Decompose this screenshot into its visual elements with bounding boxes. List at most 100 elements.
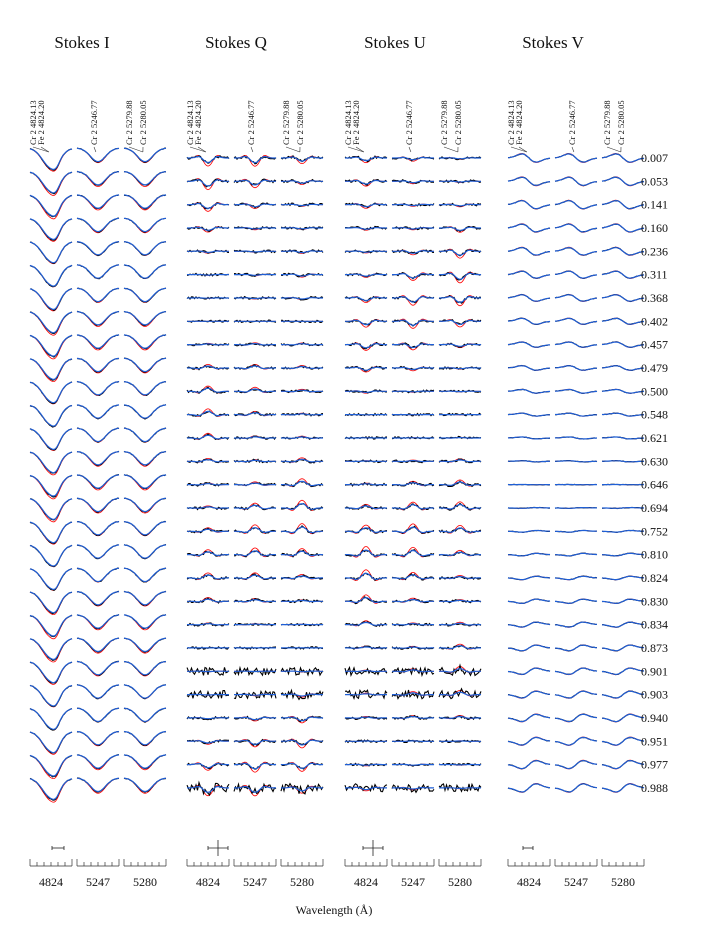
profile-model-2 <box>29 218 73 241</box>
profile-model-2 <box>554 713 598 723</box>
profile-model-2 <box>123 381 167 396</box>
phase-label: 0.053 <box>641 174 668 188</box>
line-label-leader <box>32 146 49 153</box>
profile-model-2 <box>281 156 323 162</box>
profile-model-2 <box>234 273 276 276</box>
profile-model-2 <box>123 194 167 209</box>
profile-model-2 <box>507 667 551 676</box>
profile-model-2 <box>234 436 276 439</box>
profile-model-2 <box>29 241 73 264</box>
profile-model-2 <box>392 296 434 303</box>
profile-model-2 <box>281 458 323 463</box>
profile-model-2 <box>507 341 551 348</box>
profile-model-2 <box>281 526 323 534</box>
profile-model-2 <box>76 544 120 559</box>
profile-observed <box>439 225 482 232</box>
line-label: Cr 2 5279.88 <box>439 100 449 145</box>
profile-model-2 <box>187 179 229 187</box>
profile-model-2 <box>123 287 167 303</box>
profile-model-2 <box>187 410 229 417</box>
profile-model-2 <box>392 526 434 534</box>
profile-model-2 <box>345 786 387 791</box>
profile-model-2 <box>439 599 481 603</box>
profile-model-2 <box>345 250 387 253</box>
panel-title-3: Stokes V <box>522 33 584 52</box>
profile-model-2 <box>507 317 551 325</box>
line-label-leader <box>347 146 364 153</box>
profile-model-2 <box>187 434 229 440</box>
profile-model-2 <box>123 311 167 326</box>
line-label: Cr 2 5280.05 <box>453 100 463 145</box>
profile-model-2 <box>123 474 167 489</box>
profile-model-2 <box>187 365 229 370</box>
profile-model-2 <box>234 342 276 346</box>
profile-model-2 <box>392 598 434 603</box>
profile-observed <box>280 688 324 701</box>
profile-model-2 <box>508 436 551 440</box>
profile-model-2 <box>392 156 434 161</box>
line-label: Cr 2 5280.05 <box>138 100 148 145</box>
profile-model-2 <box>29 778 73 800</box>
line-label-leader <box>250 146 254 153</box>
line-label: Cr 2 5279.88 <box>602 100 612 145</box>
profile-model-2 <box>507 690 551 699</box>
profile-model-2 <box>439 343 481 348</box>
profile-model-2 <box>439 319 481 326</box>
profile-model-2 <box>281 762 323 770</box>
profile-model-2 <box>29 404 73 427</box>
phase-labels: 0.007 0.053 0.141 0.160 0.236 0.311 0.368 0.402… <box>641 151 668 795</box>
profile-model-2 <box>554 690 598 699</box>
profile-model-2 <box>234 693 276 696</box>
profile-model-2 <box>554 294 598 302</box>
profile-model-2 <box>345 460 387 462</box>
profile-model-2 <box>234 227 276 230</box>
profile-observed <box>344 549 388 558</box>
profile-model-2 <box>392 692 434 696</box>
profile-model-2 <box>345 273 387 277</box>
profile-model-2 <box>507 365 551 371</box>
profile-model-2 <box>187 693 229 696</box>
profile-model-2 <box>187 226 229 231</box>
profile-model-2 <box>76 521 120 536</box>
profile-model-2 <box>508 507 550 509</box>
profile-model-2 <box>281 550 323 557</box>
profile-model-2 <box>392 390 434 393</box>
profile-model-2 <box>76 241 120 256</box>
profile-model-2 <box>507 294 551 302</box>
profile-model-2 <box>29 638 73 661</box>
profile-model-2 <box>123 567 167 583</box>
profile-model-2 <box>601 759 645 770</box>
profile-model-2 <box>187 717 229 720</box>
profile-model-2 <box>76 660 120 676</box>
profile-model-2 <box>187 506 229 509</box>
wavelength-axes: 4824 5247 5280 4824 5247 5280 4824 5247 5280 4824… <box>29 859 645 889</box>
line-label: Cr 2 5246.77 <box>404 100 414 145</box>
profile-model-2 <box>123 171 167 186</box>
profile-model-2 <box>439 527 481 533</box>
profile-model-2 <box>392 740 434 742</box>
profile-model-2 <box>281 227 323 230</box>
phase-label: 0.646 <box>641 478 668 492</box>
profile-model-2 <box>281 365 323 369</box>
profile-model-2 <box>439 667 481 673</box>
profile-model-2 <box>555 412 598 417</box>
profile-model-2 <box>281 480 323 487</box>
profile-model-2 <box>29 474 73 497</box>
line-label: Cr 2 4824.13 <box>185 100 195 145</box>
profile-model-2 <box>29 194 73 217</box>
profile-model-2 <box>345 227 387 230</box>
profile-model-2 <box>392 549 434 557</box>
line-label: Cr 2 4824.13 <box>343 100 353 145</box>
phase-label: 0.873 <box>641 641 668 655</box>
profile-model-2 <box>555 552 597 557</box>
profile-model-2 <box>392 482 434 486</box>
profile-model-2 <box>601 317 645 325</box>
profile-model-2 <box>439 645 481 650</box>
profile-model-2 <box>76 427 120 443</box>
profile-model-2 <box>439 203 481 207</box>
profile-model-2 <box>187 528 229 533</box>
profile-model-2 <box>601 341 645 348</box>
tick-label: 5280 <box>448 875 472 889</box>
profile-model-2 <box>187 482 229 486</box>
profile-model-2 <box>187 459 229 463</box>
